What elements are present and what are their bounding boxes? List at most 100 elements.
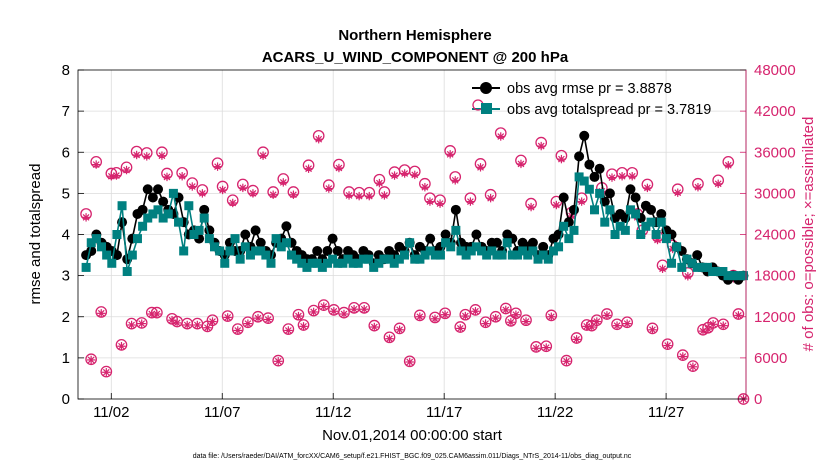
obs-possible-marker: [272, 354, 285, 367]
obs-assimilated-marker: [147, 309, 157, 319]
chart-title-line2: ACARS_U_WIND_COMPONENT @ 200 hPa: [262, 49, 569, 66]
obs-assimilated-marker: [607, 173, 617, 182]
obs-assimilated-marker: [248, 189, 258, 198]
spread-point: [667, 258, 677, 268]
spread-point: [708, 267, 718, 277]
spread-point: [733, 271, 743, 281]
obs-assimilated-marker: [708, 320, 718, 329]
spread-point: [415, 254, 425, 264]
spread-point: [240, 242, 250, 252]
spread-point: [338, 258, 348, 268]
spread-point: [400, 250, 410, 260]
star-stroke: [279, 179, 287, 186]
right-tick-label: 18000: [754, 268, 796, 285]
spread-point: [322, 258, 332, 268]
obs-assimilated-marker: [425, 197, 435, 206]
obs-assimilated-marker: [258, 151, 268, 160]
obs-assimilated-marker: [152, 309, 162, 319]
star-stroke: [679, 353, 687, 360]
spread-point: [625, 205, 635, 215]
obs-assimilated-marker: [683, 272, 693, 281]
obs-assimilated-marker: [309, 307, 318, 317]
legend-rmse-label: obs avg rmse pr = 3.8878: [507, 81, 672, 97]
right-tick-label: 6000: [754, 350, 787, 367]
spread-point: [117, 201, 127, 211]
star-stroke: [330, 307, 338, 315]
right-tick-label: 24000: [754, 227, 796, 244]
obs-assimilated-marker: [279, 178, 288, 187]
rmse-point: [471, 229, 482, 240]
spread-point: [441, 238, 451, 248]
star-stroke: [502, 306, 510, 314]
obs-assimilated-marker: [370, 322, 379, 332]
star-stroke: [593, 318, 601, 325]
spread-point: [256, 246, 266, 256]
star-stroke: [563, 357, 570, 365]
obs-assimilated-marker: [415, 312, 425, 321]
x-axis-label: Nov.01,2014 00:00:00 start: [322, 427, 503, 444]
obs-assimilated-marker: [344, 191, 354, 200]
spread-point: [641, 221, 651, 231]
left-tick-label: 3: [62, 268, 70, 285]
spread-point: [497, 250, 507, 260]
obs-assimilated-marker: [643, 183, 652, 193]
star-stroke: [689, 363, 697, 371]
spread-point: [554, 242, 564, 252]
spread-point: [266, 258, 276, 268]
left-tick-label: 4: [62, 227, 70, 244]
star-stroke: [128, 321, 135, 329]
obs-assimilated-marker: [592, 317, 602, 326]
obs-assimilated-marker: [127, 320, 136, 330]
obs-assimilated-marker: [172, 318, 182, 328]
spread-point: [86, 238, 96, 248]
obs-assimilated-marker: [349, 305, 359, 314]
obs-assimilated-marker: [501, 305, 510, 315]
spread-point: [81, 262, 91, 272]
obs-assimilated-marker: [542, 343, 551, 352]
star-stroke: [477, 163, 484, 171]
star-stroke: [497, 133, 505, 140]
star-stroke: [613, 322, 621, 330]
star-stroke: [97, 309, 105, 317]
obs-assimilated-marker: [294, 311, 303, 321]
spread-point: [466, 246, 476, 256]
spread-point: [533, 254, 543, 264]
spread-point: [492, 250, 502, 260]
obs-assimilated-marker: [91, 160, 101, 169]
spread-point: [245, 250, 255, 260]
spread-point: [405, 238, 415, 248]
rmse-point: [147, 192, 158, 203]
rmse-point: [589, 171, 600, 182]
rmse-point: [332, 245, 343, 256]
star-stroke: [456, 325, 464, 332]
rmse-point: [568, 204, 579, 215]
spread-point: [107, 258, 117, 268]
spread-point: [559, 221, 569, 231]
rmse-point: [322, 245, 333, 256]
spread-point: [276, 242, 286, 252]
star-stroke: [259, 152, 267, 160]
obs-possible-marker: [135, 317, 148, 329]
obs-assimilated-marker: [648, 325, 657, 334]
x-tick-label: 11/07: [204, 404, 240, 421]
x-tick-label: 11/12: [315, 404, 351, 421]
star-stroke: [158, 152, 166, 160]
spread-point: [132, 234, 142, 244]
spread-point: [225, 246, 235, 256]
star-stroke: [284, 327, 292, 334]
obs-assimilated-marker: [334, 163, 344, 173]
star-stroke: [123, 166, 130, 174]
obs-assimilated-marker: [183, 320, 192, 330]
star-stroke: [193, 321, 201, 329]
obs-assimilated-marker: [612, 321, 622, 330]
spread-point: [692, 262, 702, 272]
obs-assimilated-marker: [602, 311, 612, 320]
star-stroke: [178, 172, 186, 180]
spread-point: [230, 234, 240, 244]
star-stroke: [234, 327, 242, 334]
star-stroke: [492, 314, 500, 322]
spread-point: [590, 205, 600, 215]
rmse-point: [312, 245, 323, 256]
star-stroke: [355, 192, 363, 200]
obs-assimilated-marker: [233, 326, 242, 335]
